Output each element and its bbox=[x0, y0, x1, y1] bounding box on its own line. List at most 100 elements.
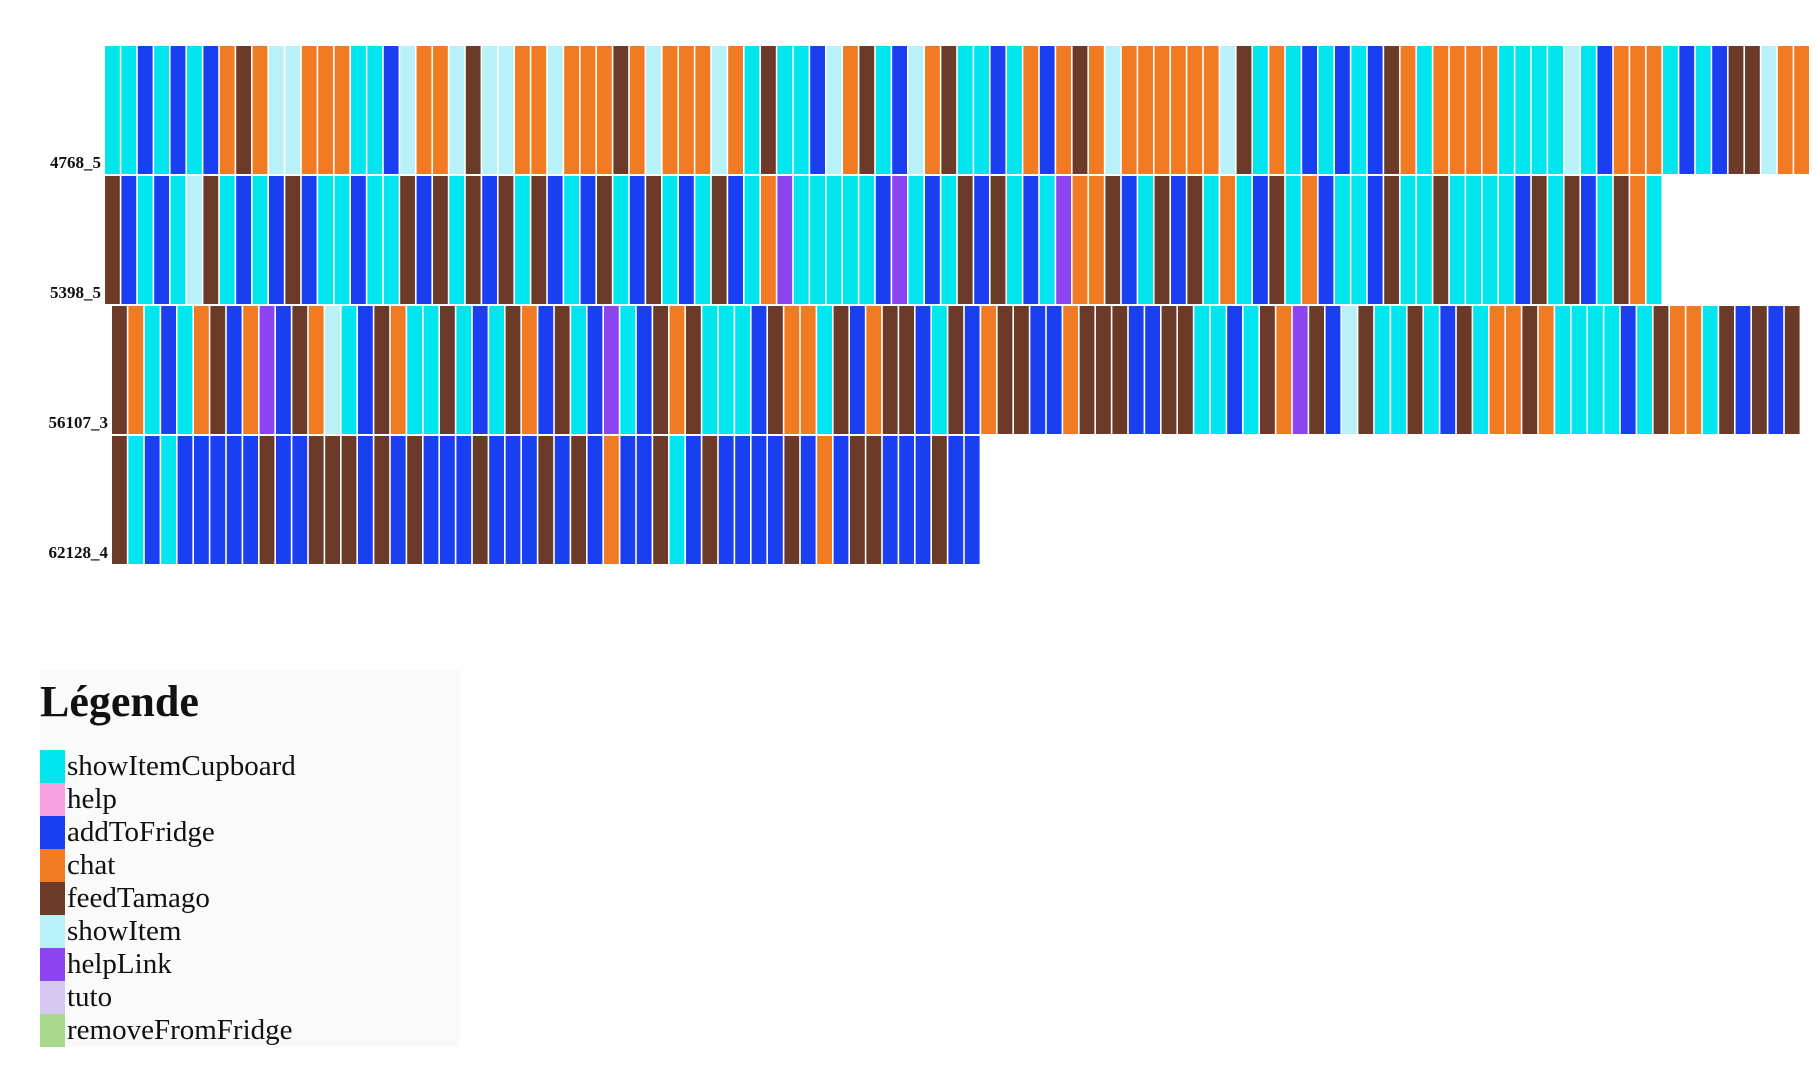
event-cell bbox=[194, 306, 209, 434]
event-cell bbox=[456, 306, 472, 434]
event-cell bbox=[465, 176, 481, 304]
event-cell bbox=[1522, 306, 1538, 434]
event-cell bbox=[974, 46, 989, 174]
event-cell bbox=[236, 176, 251, 304]
event-cell bbox=[990, 176, 1006, 304]
event-cell bbox=[301, 176, 317, 304]
event-cell bbox=[1096, 306, 1111, 434]
event-cell bbox=[1236, 176, 1252, 304]
event-cell bbox=[1260, 306, 1275, 434]
event-cell bbox=[1784, 306, 1800, 434]
event-cell bbox=[866, 306, 882, 434]
event-cell bbox=[580, 176, 596, 304]
event-cell bbox=[1178, 306, 1193, 434]
event-cell bbox=[531, 176, 547, 304]
event-cell bbox=[1489, 306, 1505, 434]
event-cell bbox=[547, 176, 563, 304]
event-cell bbox=[718, 306, 734, 434]
event-cell bbox=[1105, 176, 1121, 304]
event-cell bbox=[1374, 306, 1390, 434]
row-label: 4768_5 bbox=[50, 153, 101, 172]
event-cell bbox=[1112, 306, 1128, 434]
event-cell bbox=[1030, 306, 1046, 434]
event-cell bbox=[203, 176, 219, 304]
event-cell bbox=[1695, 46, 1711, 174]
legend-item: helpLink bbox=[40, 948, 460, 981]
event-cell bbox=[1285, 176, 1301, 304]
event-cell bbox=[440, 306, 455, 434]
event-cell bbox=[1719, 306, 1734, 434]
event-cell bbox=[1407, 306, 1423, 434]
event-cell bbox=[1220, 176, 1235, 304]
row-label: 62128_4 bbox=[49, 543, 109, 562]
event-cell bbox=[899, 436, 914, 564]
legend-item: help bbox=[40, 783, 460, 816]
event-cell bbox=[1220, 46, 1235, 174]
event-cell bbox=[1302, 46, 1317, 174]
event-cell bbox=[285, 46, 301, 174]
event-cell bbox=[1646, 176, 1662, 304]
legend-swatch bbox=[40, 882, 65, 915]
event-cell bbox=[1466, 176, 1481, 304]
event-cell bbox=[711, 46, 727, 174]
legend-label: showItem bbox=[67, 915, 182, 947]
event-cell bbox=[465, 46, 481, 174]
legend-item: showItemCupboard bbox=[40, 750, 460, 783]
event-cell bbox=[580, 46, 596, 174]
event-cell bbox=[341, 436, 357, 564]
event-cell bbox=[768, 306, 783, 434]
event-cell bbox=[407, 436, 422, 564]
event-cell bbox=[144, 436, 160, 564]
event-cell bbox=[105, 176, 120, 304]
event-cell bbox=[1588, 306, 1603, 434]
legend: Légende showItemCupboard help addToFridge c… bbox=[40, 670, 460, 1047]
legend-title: Légende bbox=[40, 677, 199, 726]
event-cell bbox=[941, 176, 957, 304]
event-cell bbox=[711, 176, 727, 304]
event-cell bbox=[1440, 306, 1456, 434]
event-cell bbox=[1400, 46, 1416, 174]
event-cell bbox=[875, 176, 891, 304]
event-cell bbox=[1752, 306, 1767, 434]
event-cell bbox=[1072, 46, 1088, 174]
event-cell bbox=[236, 46, 251, 174]
event-cell bbox=[1433, 46, 1449, 174]
event-cell bbox=[1777, 46, 1793, 174]
event-cell bbox=[269, 176, 284, 304]
event-cell bbox=[1646, 46, 1662, 174]
event-cell bbox=[948, 306, 964, 434]
event-cell bbox=[128, 436, 144, 564]
legend-item: tuto bbox=[40, 981, 460, 1014]
legend-label: showItemCupboard bbox=[67, 750, 296, 782]
event-cell bbox=[1653, 306, 1669, 434]
event-cell bbox=[843, 46, 858, 174]
event-cell bbox=[1292, 306, 1308, 434]
event-cell bbox=[686, 306, 701, 434]
event-cell bbox=[243, 306, 258, 434]
event-cell bbox=[276, 436, 291, 564]
event-cell bbox=[810, 176, 825, 304]
event-cell bbox=[194, 436, 209, 564]
event-cell bbox=[1023, 46, 1039, 174]
event-cell bbox=[1531, 176, 1547, 304]
event-cell bbox=[1138, 176, 1153, 304]
event-cell bbox=[850, 306, 865, 434]
event-cell bbox=[243, 436, 258, 564]
event-cell bbox=[137, 46, 153, 174]
event-cell bbox=[1121, 176, 1137, 304]
event-cell bbox=[1203, 176, 1219, 304]
event-cell bbox=[1728, 46, 1744, 174]
event-cell bbox=[161, 436, 176, 564]
event-cell bbox=[1236, 46, 1252, 174]
event-cell bbox=[1145, 306, 1160, 434]
event-cell bbox=[482, 46, 497, 174]
event-cell bbox=[515, 46, 530, 174]
event-cell bbox=[932, 436, 947, 564]
event-cell bbox=[653, 436, 668, 564]
legend-swatch bbox=[40, 849, 65, 882]
event-cell bbox=[407, 306, 422, 434]
sequence-row: 4768_5 bbox=[50, 46, 1809, 174]
event-cell bbox=[833, 306, 849, 434]
event-cell bbox=[400, 46, 415, 174]
event-cell bbox=[597, 46, 612, 174]
